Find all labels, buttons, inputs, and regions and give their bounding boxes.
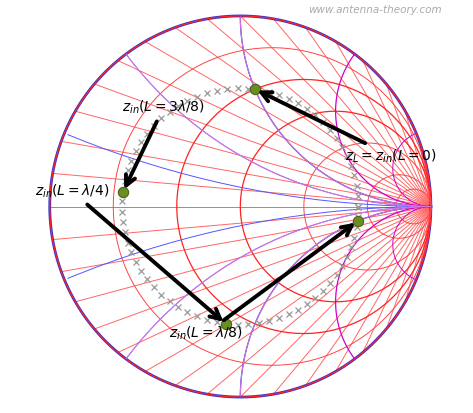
Point (354, 218, 361, 224)
Text: $z_{in}(L=3\lambda/8)$: $z_{in}(L=3\lambda/8)$ (122, 99, 205, 185)
Text: $z_{in}(L=\lambda/4)$: $z_{in}(L=\lambda/4)$ (35, 183, 220, 319)
Text: $z_{in}(L=\lambda/8)$: $z_{in}(L=\lambda/8)$ (169, 225, 352, 342)
Text: www.antenna-theory.com: www.antenna-theory.com (308, 5, 442, 15)
Text: $z_L = z_{in}(L=0)$: $z_L = z_{in}(L=0)$ (262, 92, 437, 164)
Point (251, 86, 259, 93)
Point (222, 320, 229, 327)
Point (119, 189, 127, 195)
